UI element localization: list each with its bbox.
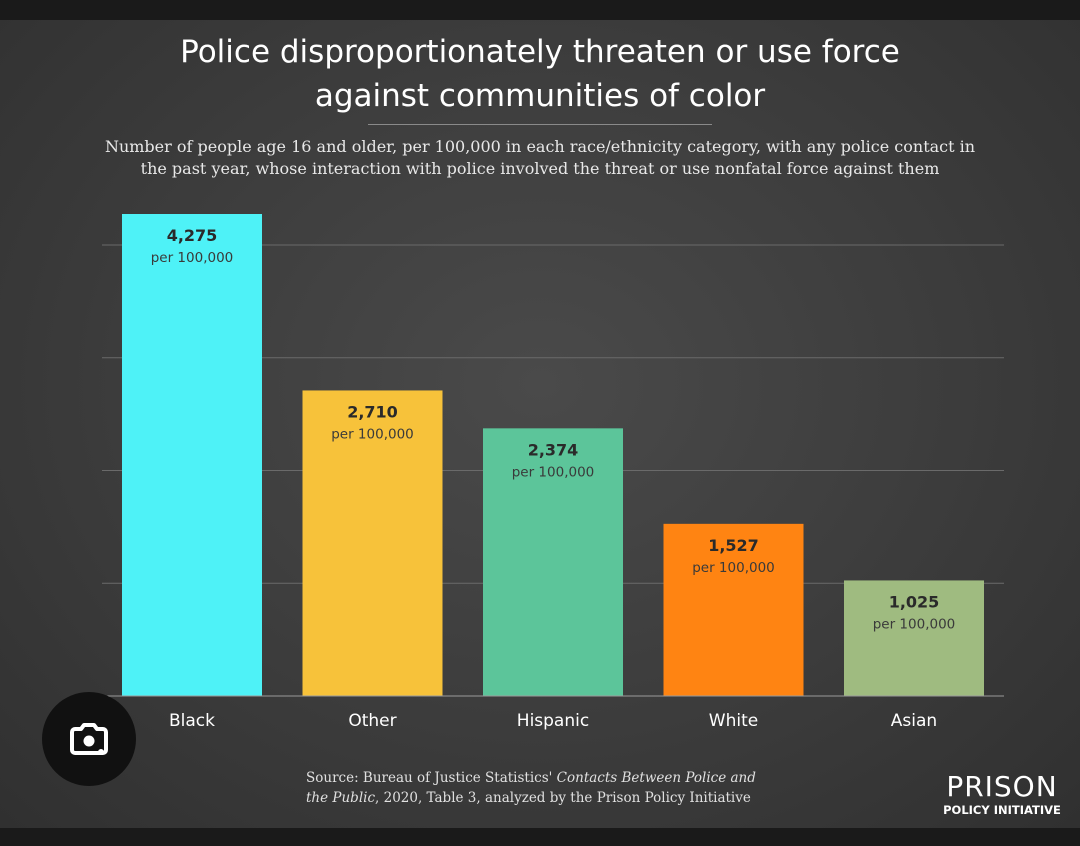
category-label: Asian [891, 711, 937, 731]
category-labels: Black Other Hispanic White Asian [169, 711, 937, 731]
unit-label: per 100,000 [331, 426, 414, 442]
prison-policy-initiative-logo: PRISON POLICY INITIATIVE [934, 772, 1070, 818]
bar-hispanic [483, 428, 623, 696]
bars: 4,275 per 100,000 2,710 per 100,000 2,374 per… [122, 214, 984, 696]
category-label: Other [348, 711, 396, 731]
chart-subtitle-line: Number of people age 16 and older, per 1… [104, 137, 976, 156]
bar-white [663, 523, 804, 696]
bar-asian [844, 580, 984, 696]
title-divider [368, 124, 712, 125]
category-label: Hispanic [517, 711, 589, 731]
chart-title: Police disproportionately threaten or us… [0, 30, 1080, 118]
unit-label: per 100,000 [151, 250, 234, 266]
logo-word-policy-initiative: POLICY INITIATIVE [943, 803, 1061, 817]
chart-subtitle-line: the past year, whose interaction with po… [140, 159, 940, 178]
unit-label: per 100,000 [692, 560, 775, 576]
chart-subtitle: Number of people age 16 and older, per 1… [80, 136, 1000, 180]
source-note: Source: Bureau of Justice Statistics' Co… [306, 768, 806, 808]
value-label: 4,275 [167, 226, 218, 245]
value-label: 1,527 [708, 536, 759, 555]
bar-other [302, 390, 443, 696]
logo-word-prison: PRISON [946, 770, 1058, 803]
chart-title-line: against communities of color [314, 78, 766, 114]
source-prefix: Source: Bureau of Justice Statistics' [306, 770, 557, 786]
source-suffix: , 2020, Table 3, analyzed by the Prison … [375, 790, 751, 806]
unit-label: per 100,000 [873, 616, 956, 632]
unit-label: per 100,000 [512, 464, 595, 480]
source-title-italic-2: the Public [306, 790, 376, 806]
category-label: White [709, 711, 758, 731]
chart-title-line: Police disproportionately threaten or us… [180, 34, 900, 70]
value-label: 1,025 [889, 592, 940, 611]
source-title-italic-1: Contacts Between Police and [556, 770, 756, 786]
bar-black [122, 214, 262, 696]
camera-search-icon [70, 723, 108, 755]
value-label: 2,374 [528, 440, 579, 459]
category-label: Black [169, 711, 215, 731]
value-label: 2,710 [347, 402, 398, 421]
lens-search-button[interactable] [42, 692, 136, 786]
